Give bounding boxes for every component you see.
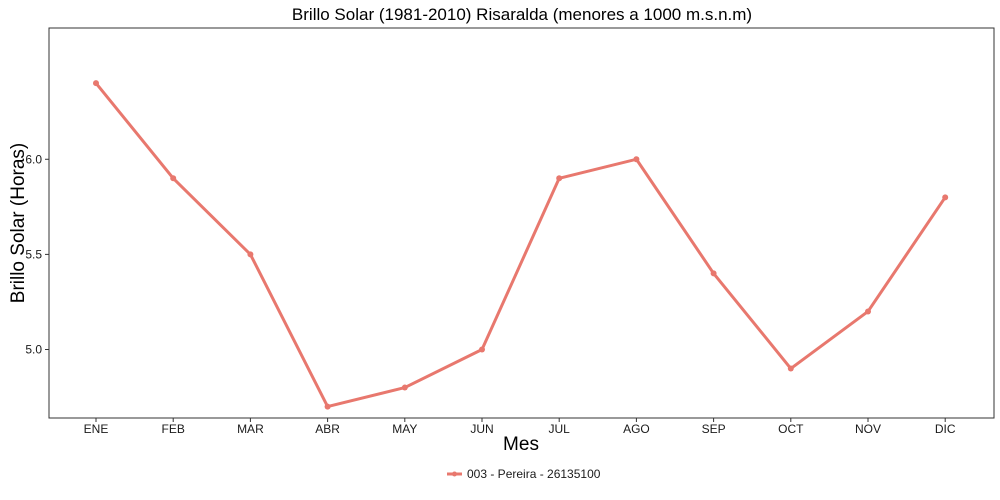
x-tick-label: ABR bbox=[315, 422, 340, 436]
x-tick-label: JUL bbox=[549, 422, 571, 436]
data-point bbox=[556, 175, 563, 182]
y-tick-label: 6.0 bbox=[25, 152, 42, 166]
y-tick-label: 5.5 bbox=[25, 247, 42, 261]
x-tick-label: JUN bbox=[470, 422, 493, 436]
x-tick-label: FEB bbox=[162, 422, 185, 436]
x-tick-label: NOV bbox=[855, 422, 881, 436]
data-point bbox=[942, 194, 949, 201]
x-tick-label: SEP bbox=[702, 422, 726, 436]
legend-label: 003 - Pereira - 26135100 bbox=[467, 467, 601, 481]
data-point bbox=[170, 175, 177, 182]
data-point bbox=[710, 270, 717, 277]
data-point bbox=[401, 384, 408, 391]
data-point bbox=[633, 156, 640, 163]
plot-panel bbox=[48, 27, 995, 419]
series-layer bbox=[93, 80, 949, 410]
data-point bbox=[865, 308, 871, 315]
data-point bbox=[247, 251, 254, 258]
y-axis-title: Brillo Solar (Horas) bbox=[8, 143, 29, 303]
data-point bbox=[324, 403, 331, 410]
y-tick-label: 5.0 bbox=[25, 343, 42, 357]
legend: 003 - Pereira - 26135100 bbox=[447, 467, 601, 481]
data-point bbox=[93, 80, 99, 87]
y-axis: 5.0 5.5 6.0 bbox=[25, 152, 49, 357]
x-tick-label: OCT bbox=[778, 422, 804, 436]
data-point bbox=[787, 365, 794, 372]
x-tick-label: AGO bbox=[623, 422, 650, 436]
x-axis-title: Mes bbox=[503, 434, 539, 455]
x-axis: ENE FEB MAR ABR MAY JUN JUL AGO SEP OCT NOV DIC bbox=[84, 418, 956, 436]
x-tick-label: MAY bbox=[392, 422, 417, 436]
series-line bbox=[94, 82, 947, 409]
chart-title: Brillo Solar (1981-2010) Risaralda (meno… bbox=[292, 5, 752, 24]
data-point bbox=[479, 346, 485, 353]
x-tick-label: ENE bbox=[84, 422, 109, 436]
x-tick-label: MAR bbox=[237, 422, 264, 436]
x-tick-label: DIC bbox=[935, 422, 956, 436]
legend-swatch-point bbox=[452, 471, 457, 477]
